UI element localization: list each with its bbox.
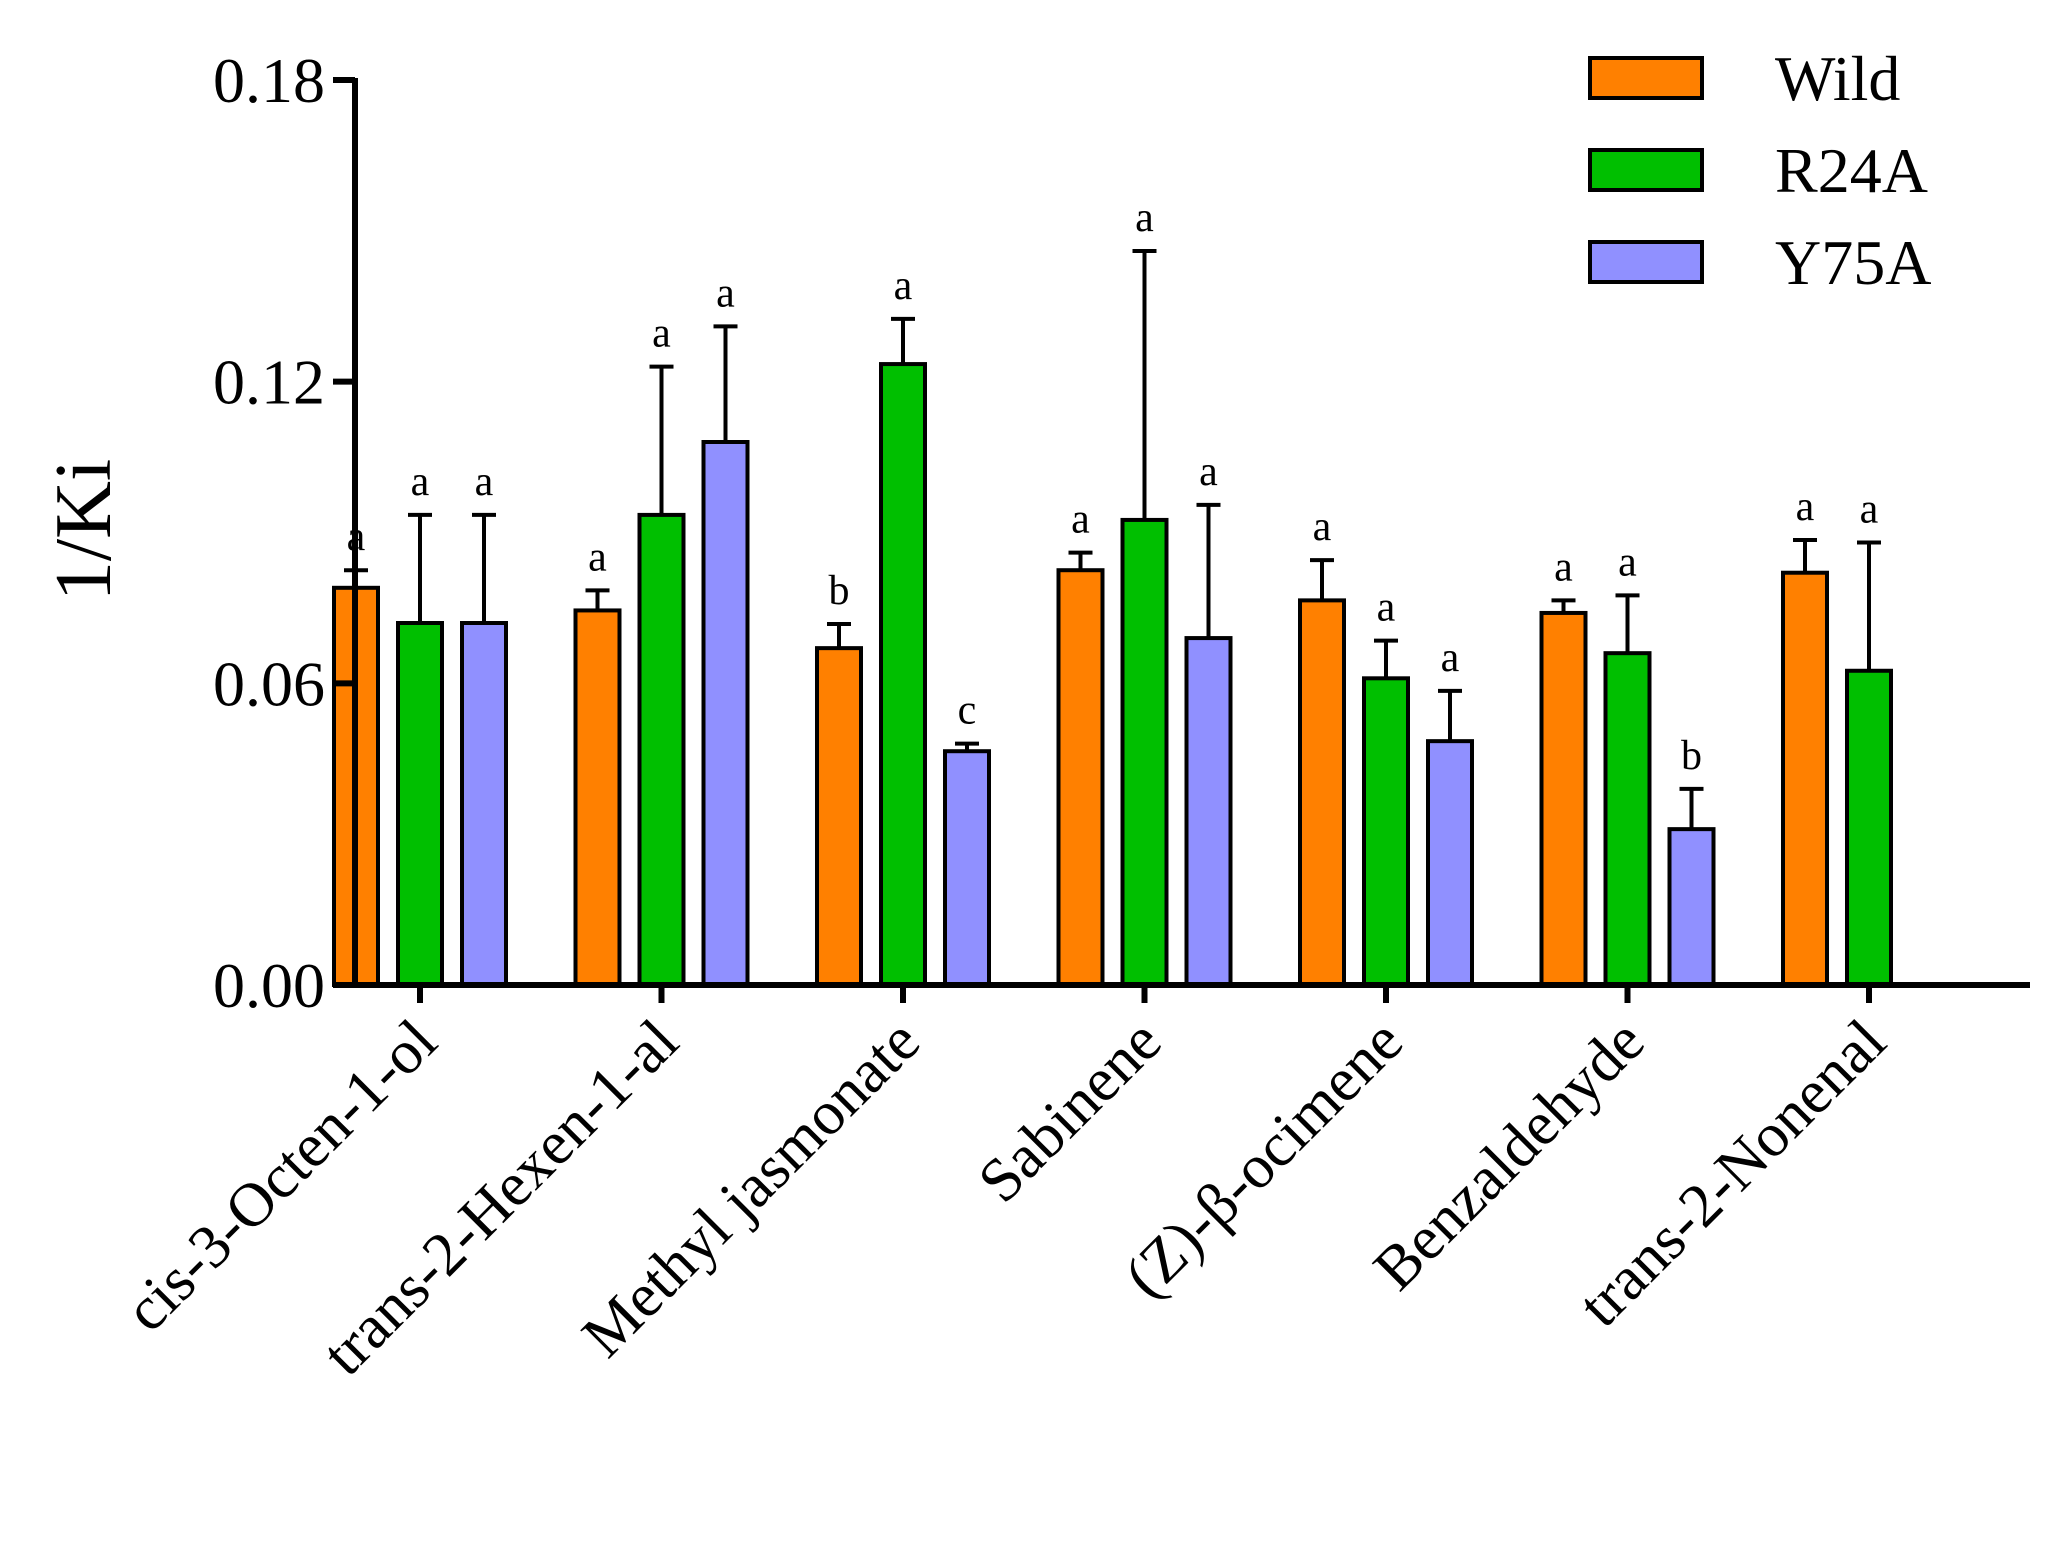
y-tick-label-1: 0.00 <box>213 950 325 1021</box>
significance-letter-wild-2: a <box>588 534 607 580</box>
significance-letter-wild-1: a <box>347 514 366 560</box>
bar-y75a-2 <box>701 440 750 987</box>
y-tick-label-4: 0.18 <box>213 45 325 116</box>
bar-r24a-7 <box>1845 668 1893 988</box>
significance-letter-y75a-6: b <box>1681 733 1702 779</box>
significance-letter-y75a-5: a <box>1441 635 1460 681</box>
significance-letter-wild-4: a <box>1071 497 1090 543</box>
bar-r24a-1 <box>396 621 444 987</box>
significance-letter-y75a-1: a <box>475 459 494 505</box>
bar-wild-5 <box>1298 598 1346 987</box>
significance-letter-r24a-5: a <box>1377 585 1396 631</box>
legend-swatch-wild <box>1588 56 1704 100</box>
y-tick-label-2: 0.06 <box>213 648 325 719</box>
legend-swatch-r24a <box>1588 148 1704 192</box>
bar-y75a-5 <box>1426 739 1474 987</box>
significance-letter-r24a-4: a <box>1135 195 1154 241</box>
x-tick-label-sabinene: Sabinene <box>966 1007 1175 1216</box>
bar-y75a-6 <box>1667 827 1716 988</box>
legend-label-y75a: Y75A <box>1775 227 1931 298</box>
legend-swatch-y75a <box>1588 240 1704 284</box>
bar-y75a-4 <box>1184 636 1233 987</box>
legend-label-wild: Wild <box>1775 43 1900 114</box>
bar-r24a-5 <box>1362 676 1410 987</box>
significance-letter-r24a-2: a <box>652 311 671 357</box>
legend-label-r24a: R24A <box>1775 135 1928 206</box>
y-tick-label-3: 0.12 <box>213 347 325 418</box>
significance-letter-wild-3: b <box>829 568 850 614</box>
bar-y75a-1 <box>460 621 508 987</box>
bar-r24a-3 <box>879 362 927 987</box>
bar-wild-3 <box>815 646 863 988</box>
significance-letter-r24a-3: a <box>894 263 913 309</box>
bar-wild-7 <box>1781 570 1829 987</box>
legend: Wild R24A Y75A <box>1588 43 1931 298</box>
bar-wild-6 <box>1539 610 1588 987</box>
significance-letter-y75a-2: a <box>716 270 735 316</box>
significance-letter-y75a-3: c <box>958 688 977 734</box>
significance-letter-wild-6: a <box>1554 544 1573 590</box>
significance-letter-r24a-7: a <box>1860 487 1879 533</box>
bar-wild-4 <box>1056 568 1105 987</box>
axes-layer <box>333 77 2030 1003</box>
bar-y75a-3 <box>943 749 991 987</box>
significance-letter-r24a-1: a <box>411 459 430 505</box>
significance-letter-wild-7: a <box>1796 484 1815 530</box>
significance-letter-y75a-4: a <box>1199 449 1218 495</box>
y-axis-label: 1/Ki <box>40 459 128 601</box>
significance-letter-wild-5: a <box>1313 504 1332 550</box>
bar-r24a-4 <box>1120 517 1169 987</box>
bar-wild-2 <box>573 608 622 987</box>
bar-r24a-2 <box>637 512 686 987</box>
bar-r24a-6 <box>1603 651 1652 988</box>
bars-layer <box>332 248 1893 988</box>
significance-letter-r24a-6: a <box>1618 539 1637 585</box>
